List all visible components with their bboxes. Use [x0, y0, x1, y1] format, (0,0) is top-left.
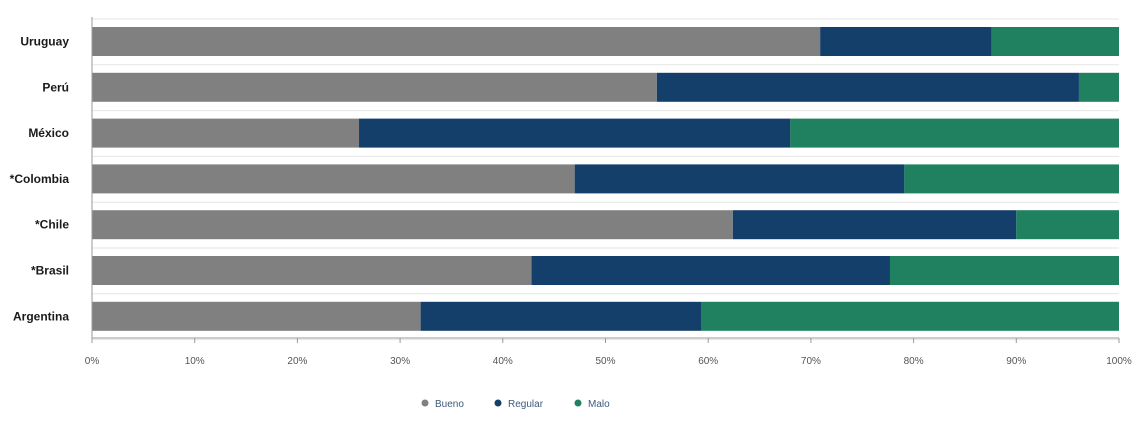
x-axis-ticks: 0% 10% 20% 30% 40% 50% 60% 70% 80% 90% 100%	[85, 338, 1132, 367]
legend-marker	[494, 399, 502, 407]
x-tick-label: 100%	[1106, 356, 1132, 367]
x-tick-label: 50%	[595, 356, 615, 367]
bar-bueno-2	[92, 118, 360, 148]
bar-bueno-0	[92, 27, 821, 56]
category-label: *Brasil	[31, 264, 69, 278]
bar-regular-1	[656, 72, 1079, 102]
bar-malo-6	[701, 301, 1119, 331]
bar-regular-5	[531, 256, 890, 285]
x-tick-label: 20%	[287, 356, 307, 367]
legend-item-bueno: Bueno	[421, 399, 464, 410]
legend-item-regular: Regular	[494, 399, 544, 410]
bar-malo-0	[991, 27, 1119, 56]
legend-label: Bueno	[435, 399, 464, 410]
gridlines	[92, 18, 1119, 341]
legend-label: Malo	[588, 399, 610, 410]
category-labels: Uruguay Perú México *Colombia *Chile *Brasil A…	[10, 35, 70, 324]
x-tick-label: 30%	[390, 356, 410, 367]
x-tick-label: 70%	[801, 356, 821, 367]
category-label: México	[28, 126, 69, 140]
bar-malo-3	[904, 164, 1119, 194]
bar-malo-2	[790, 118, 1119, 148]
category-label: Perú	[42, 80, 69, 94]
bar-regular-3	[574, 164, 905, 194]
bar-bueno-3	[92, 164, 575, 194]
legend-item-malo: Malo	[574, 399, 610, 410]
legend-marker	[574, 399, 582, 407]
category-label: Uruguay	[20, 35, 69, 49]
x-tick-label: 90%	[1006, 356, 1026, 367]
category-label: Argentina	[13, 309, 69, 323]
legend: Bueno Regular Malo	[421, 399, 610, 410]
bar-malo-4	[1016, 210, 1119, 240]
x-tick-label: 0%	[85, 356, 100, 367]
x-tick-label: 60%	[698, 356, 718, 367]
bar-bueno-4	[92, 210, 733, 240]
bar-regular-4	[732, 210, 1017, 240]
x-tick-label: 80%	[904, 356, 924, 367]
legend-marker	[421, 399, 429, 407]
x-tick-label: 40%	[493, 356, 513, 367]
x-tick-label: 10%	[185, 356, 205, 367]
legend-label: Regular	[508, 399, 544, 410]
bar-malo-1	[1078, 72, 1119, 102]
category-label: *Colombia	[10, 172, 70, 186]
bar-bueno-6	[92, 301, 421, 331]
bar-bueno-1	[92, 72, 657, 102]
bar-malo-5	[889, 256, 1119, 285]
bar-regular-2	[359, 118, 791, 148]
bars	[92, 27, 1119, 331]
category-label: *Chile	[35, 218, 69, 232]
bar-regular-0	[820, 27, 992, 56]
bar-regular-6	[420, 301, 702, 331]
bar-bueno-5	[92, 256, 532, 285]
